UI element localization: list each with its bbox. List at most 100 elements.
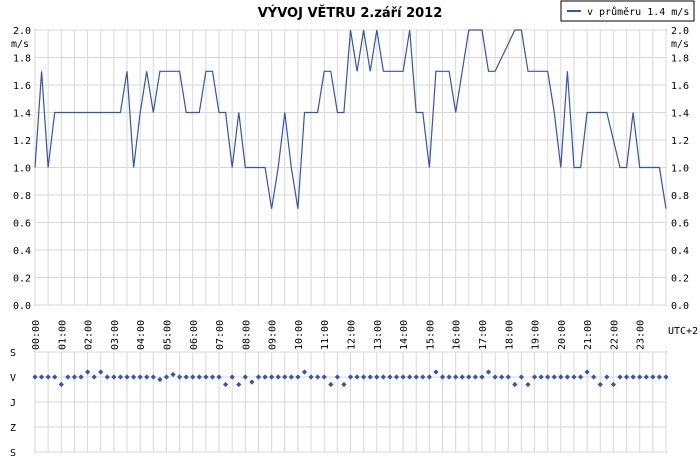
x-tick-label: 10:00 [294, 320, 305, 350]
direction-point [558, 374, 564, 380]
direction-point [209, 374, 216, 380]
x-tick-label: 12:00 [347, 320, 358, 350]
direction-point [361, 374, 367, 380]
direction-point [170, 371, 176, 378]
direction-point [479, 374, 485, 380]
direction-point [610, 381, 617, 388]
x-tick-label: 17:00 [478, 320, 489, 350]
direction-point [38, 374, 45, 380]
x-tick-label: 03:00 [110, 320, 121, 350]
direction-point [52, 374, 58, 380]
direction-point [400, 374, 406, 380]
direction-point [459, 374, 465, 380]
y-tick-label-right: 0.6 [671, 219, 689, 230]
direction-point [439, 374, 446, 380]
direction-point [71, 374, 78, 380]
x-tick-label: 05:00 [162, 320, 173, 350]
direction-point [288, 374, 294, 380]
direction-point [163, 374, 170, 380]
direction-tick-label: J [10, 398, 16, 409]
x-tick-label: 02:00 [84, 320, 95, 350]
direction-point [518, 374, 524, 380]
direction-point [341, 381, 347, 388]
direction-point [577, 374, 584, 380]
direction-point [150, 374, 156, 380]
direction-point [374, 374, 380, 380]
y-tick-label-right: 1.6 [671, 81, 689, 92]
y-tick-label-right: 0.4 [671, 246, 689, 257]
wind-direction-series [32, 369, 669, 388]
direction-point [58, 381, 64, 388]
direction-point [144, 374, 150, 380]
direction-point [32, 374, 38, 380]
direction-point [242, 374, 248, 380]
x-tick-label: 15:00 [425, 320, 436, 350]
direction-tick-label: Z [10, 423, 16, 434]
direction-point [45, 374, 51, 380]
direction-point [223, 381, 229, 388]
direction-point [229, 374, 235, 380]
direction-point [65, 374, 71, 380]
y-tick-label: 1.2 [13, 136, 31, 147]
direction-point [512, 381, 518, 388]
direction-point [604, 374, 610, 380]
direction-point [551, 374, 557, 380]
top-y-ticks-left: 0.0 0.2 0.4 0.6 0.8 1.0 1.2 1.4 1.6 1.8 2.0 [13, 26, 31, 312]
x-tick-label: 20:00 [557, 320, 568, 350]
direction-point [183, 374, 189, 380]
direction-point [321, 374, 327, 380]
y-tick-label: 2.0 [13, 26, 31, 37]
direction-point [104, 374, 110, 380]
y-tick-label-right: 1.8 [671, 54, 689, 65]
y-tick-label: 0.2 [13, 274, 31, 285]
direction-point [117, 374, 124, 380]
direction-point [269, 374, 275, 380]
x-tick-label: 18:00 [504, 320, 515, 350]
top-y-ticks-right: 0.0 0.2 0.4 0.6 0.8 1.0 1.2 1.4 1.6 1.8 2.0 [671, 26, 689, 312]
direction-point [413, 374, 419, 380]
direction-point [538, 374, 544, 380]
x-tick-label: 04:00 [136, 320, 147, 350]
y-tick-label-right: 0.8 [671, 191, 689, 202]
direction-point [453, 374, 459, 380]
direction-point [545, 374, 551, 380]
y-tick-label-right: 1.2 [671, 136, 689, 147]
direction-point [630, 374, 636, 380]
direction-point [387, 374, 393, 380]
direction-point [617, 374, 623, 380]
direction-point [315, 374, 321, 380]
direction-point [420, 374, 426, 380]
direction-point [124, 374, 130, 380]
direction-point [472, 374, 478, 380]
direction-point [663, 374, 669, 380]
direction-point [255, 374, 262, 380]
y-tick-label-right: 2.0 [671, 26, 689, 37]
direction-point [203, 374, 209, 380]
direction-point [190, 374, 196, 380]
direction-point [334, 374, 340, 380]
direction-point [485, 369, 492, 375]
direction-point [525, 381, 531, 388]
direction-point [177, 374, 183, 380]
direction-point [216, 374, 222, 380]
x-tick-label: 08:00 [241, 320, 252, 350]
direction-point [282, 374, 288, 380]
direction-point [78, 374, 84, 380]
direction-point [275, 374, 281, 380]
direction-point [623, 374, 630, 380]
y-tick-label-right: 0.0 [671, 301, 689, 312]
direction-point [584, 369, 590, 375]
direction-point [262, 374, 268, 380]
direction-point [393, 374, 400, 380]
direction-point [492, 374, 498, 380]
chart-title: VÝVOJ VĚTRU 2.září 2012 [258, 5, 443, 21]
direction-point [328, 381, 334, 388]
direction-point [196, 374, 202, 380]
direction-point [367, 374, 373, 380]
bottom-grid [34, 351, 667, 453]
direction-point [466, 374, 472, 380]
direction-point [650, 374, 656, 380]
x-axis-label: UTC+2 [668, 326, 698, 337]
x-tick-label: 14:00 [399, 320, 410, 350]
direction-point [137, 374, 143, 380]
